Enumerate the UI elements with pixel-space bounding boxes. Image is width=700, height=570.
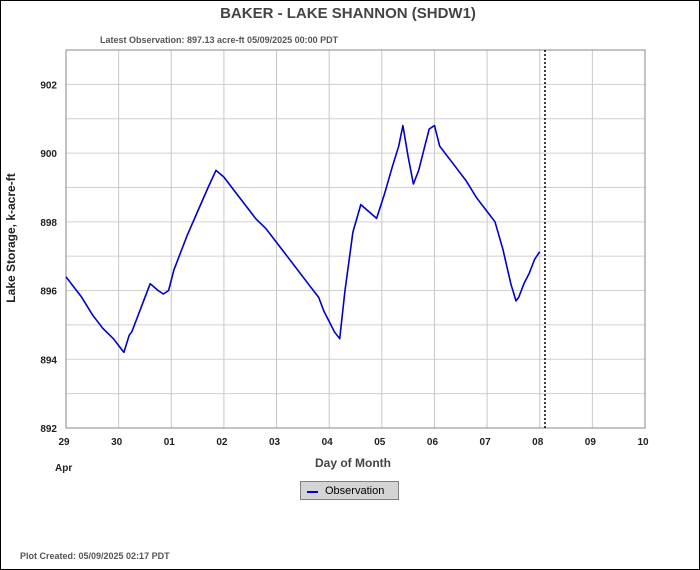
x-tick-label: 08 xyxy=(532,437,544,448)
x-tick-label: 02 xyxy=(216,437,228,448)
plot-created-footer: Plot Created: 05/09/2025 02:17 PDT xyxy=(20,551,170,561)
y-tick-label: 894 xyxy=(40,355,57,366)
x-tick-label: 07 xyxy=(480,437,492,448)
y-axis-label: Lake Storage, k-acre-ft xyxy=(4,173,18,302)
plot-border xyxy=(65,49,646,429)
x-tick-label: 29 xyxy=(58,437,70,448)
y-tick-label: 896 xyxy=(40,287,57,298)
x-tick-label: 06 xyxy=(427,437,439,448)
x-tick-label: 10 xyxy=(637,437,649,448)
chart-title: BAKER - LAKE SHANNON (SHDW1) xyxy=(220,5,476,22)
x-axis-sublabel: Apr xyxy=(55,463,72,474)
plot-area xyxy=(66,50,645,428)
series-layer xyxy=(65,50,546,428)
legend-label: Observation xyxy=(325,485,385,497)
y-tick-label: 898 xyxy=(40,218,57,229)
y-tick-label: 892 xyxy=(40,424,57,435)
axes: 892 894 896 898 900 902 29 30 01 02 03 04 05 06 07 08 09… xyxy=(40,49,649,448)
x-tick-label: 09 xyxy=(585,437,597,448)
chart-subtitle: Latest Observation: 897.13 acre-ft 05/09… xyxy=(100,35,339,45)
x-axis-label: Day of Month xyxy=(315,456,391,470)
x-tick-label: 30 xyxy=(111,437,123,448)
x-tick-label: 03 xyxy=(269,437,281,448)
x-tick-label: 01 xyxy=(164,437,176,448)
y-tick-label: 900 xyxy=(40,149,57,160)
legend: Observation xyxy=(300,481,399,500)
y-tick-label: 902 xyxy=(40,80,57,91)
legend-swatch xyxy=(307,491,318,493)
x-tick-label: 05 xyxy=(374,437,386,448)
x-tick-label: 04 xyxy=(322,437,334,448)
plot-background xyxy=(66,50,645,428)
series-line-observation xyxy=(65,124,541,354)
